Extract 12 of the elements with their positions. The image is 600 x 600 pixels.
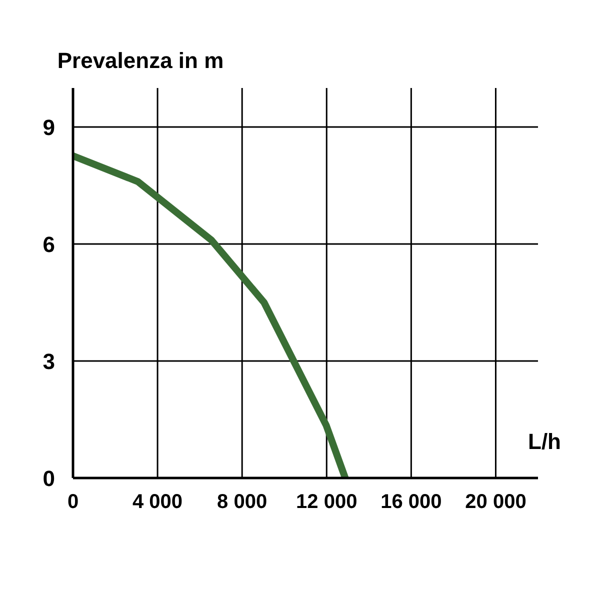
y-tick-label: 0 (42, 466, 55, 491)
y-axis-title: Prevalenza in m (57, 48, 224, 73)
x-tick-label: 12 000 (296, 491, 358, 514)
x-tick-label: 20 000 (465, 491, 526, 514)
x-tick-label: 8 000 (217, 491, 268, 514)
y-tick-label: 6 (42, 232, 55, 257)
y-tick-label: 3 (42, 348, 55, 374)
x-axis-title: L/h (528, 428, 561, 454)
x-tick-label: 0 (67, 491, 79, 514)
x-tick-label: 16 000 (380, 491, 442, 514)
y-tick-label: 9 (42, 114, 55, 140)
x-tick-label: 4 000 (132, 491, 183, 514)
